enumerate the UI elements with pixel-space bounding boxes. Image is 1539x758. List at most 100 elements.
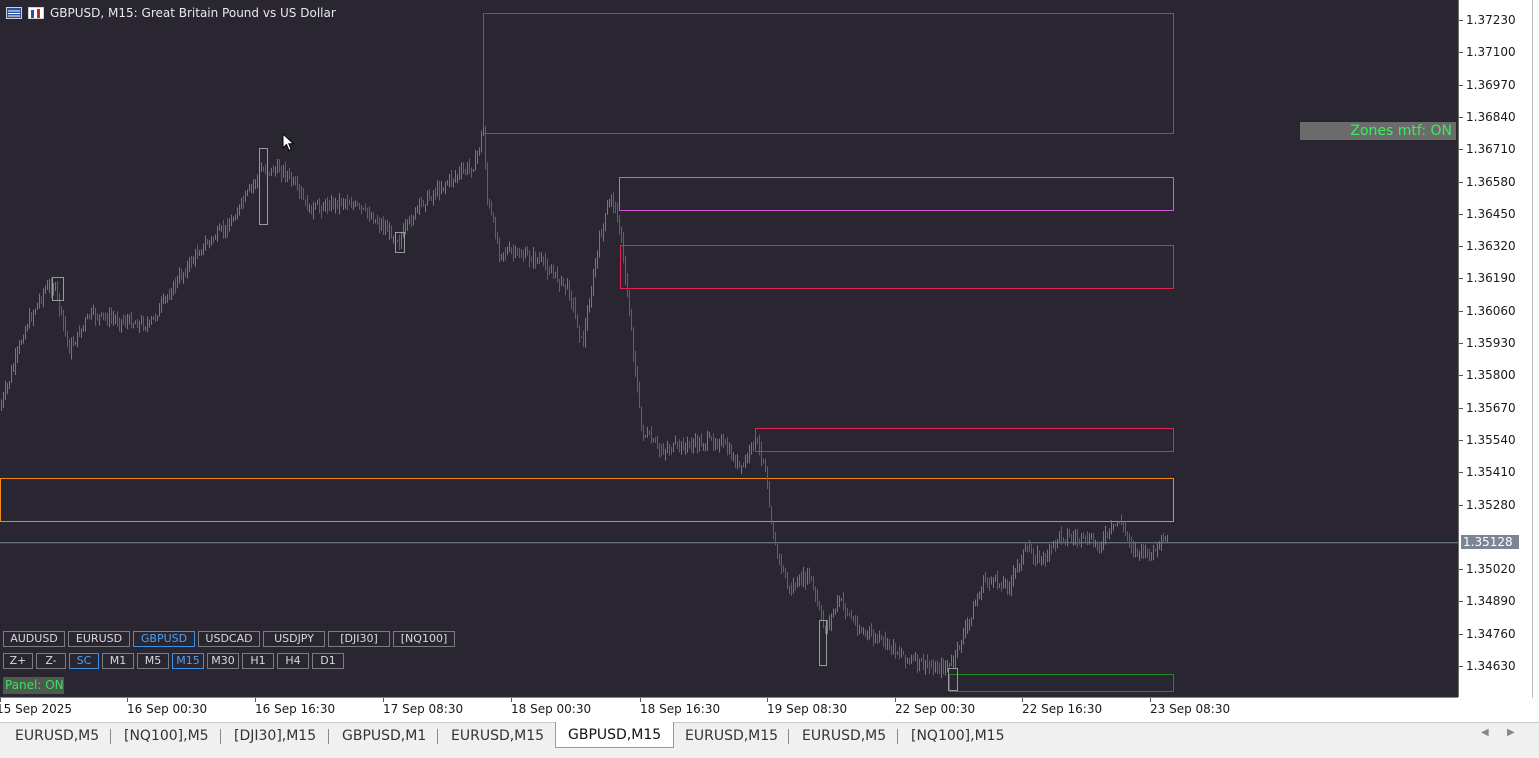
- price-tick-mark: [1459, 310, 1463, 312]
- mouse-pointer-icon: [282, 133, 295, 152]
- symbol-button-eurusd[interactable]: EURUSD: [68, 631, 130, 647]
- chart-tab[interactable]: EURUSD,M15: [685, 728, 779, 744]
- price-tick-label: 1.35020: [1466, 562, 1516, 577]
- price-tick-label: 1.35410: [1466, 465, 1516, 480]
- price-tick-mark: [1459, 52, 1463, 54]
- price-tick-mark: [1459, 666, 1463, 667]
- timeframe-button-m5[interactable]: M5: [137, 653, 169, 669]
- price-tick-label: 1.35930: [1466, 336, 1516, 350]
- price-axis[interactable]: 1.35128 1.37230 1.37100 1.36970 1.36840 1.36…: [1458, 0, 1533, 697]
- candle-marker-box: [259, 148, 268, 225]
- time-tick-mark: [127, 698, 128, 702]
- timeframe-button-sc[interactable]: SC: [69, 653, 99, 669]
- price-tick-mark: [1459, 504, 1463, 506]
- price-tick-mark: [1459, 84, 1463, 86]
- time-tick-mark: [1150, 698, 1151, 702]
- chart-menu-icon[interactable]: [6, 7, 22, 19]
- time-tick-mark: [255, 698, 256, 702]
- supply-zone: [483, 13, 1174, 134]
- chart-tab[interactable]: GBPUSD,M15: [555, 722, 675, 748]
- time-tick-label: 18 Sep 00:30: [511, 702, 592, 716]
- price-tick-label: 1.34890: [1466, 594, 1516, 609]
- chart-tab[interactable]: [NQ100],M5: [124, 728, 209, 744]
- symbol-button-nq100[interactable]: [NQ100]: [393, 631, 455, 647]
- price-tick-label: 1.35800: [1466, 368, 1516, 383]
- supply-zone: [620, 245, 1174, 289]
- price-tick-mark: [1459, 149, 1463, 151]
- time-tick-mark: [1022, 698, 1023, 702]
- chart-tab[interactable]: [DJI30],M15: [234, 728, 317, 744]
- price-tick-mark: [1459, 375, 1463, 377]
- chart-tab[interactable]: EURUSD,M15: [451, 728, 545, 744]
- time-tick-label: 19 Sep 08:30: [767, 702, 848, 716]
- price-tick-mark: [1459, 181, 1463, 183]
- timeframe-button-m15[interactable]: M15: [172, 653, 204, 669]
- candle-marker-box: [52, 277, 64, 301]
- timeframe-buttons: Z+ Z- SC M1 M5 M15 M30 H1 H4 D1: [3, 653, 344, 669]
- chart-area[interactable]: GBPUSD, M15: Great Britain Pound vs US D…: [0, 0, 1458, 698]
- right-edge: [1532, 0, 1539, 720]
- timeframe-button-m1[interactable]: M1: [102, 653, 134, 669]
- price-tick-label: 1.36970: [1466, 77, 1516, 92]
- price-tick-mark: [1459, 601, 1463, 603]
- mtf-supply-zone: [619, 177, 1174, 211]
- timeframe-button-zminus[interactable]: Z-: [36, 653, 66, 669]
- price-tick-mark: [1459, 439, 1463, 441]
- time-tick-mark: [0, 698, 1, 702]
- supply-zone: [755, 428, 1174, 452]
- chart-tab[interactable]: [NQ100],M15: [911, 728, 1005, 744]
- symbol-button-usdjpy[interactable]: USDJPY: [263, 631, 325, 647]
- chart-tab[interactable]: GBPUSD,M1: [342, 728, 427, 744]
- price-tick-mark: [1459, 343, 1463, 344]
- current-price-label: 1.35128: [1461, 535, 1519, 550]
- price-tick-label: 1.36580: [1466, 174, 1516, 189]
- symbol-button-audusd[interactable]: AUDUSD: [3, 631, 65, 647]
- panel-toggle[interactable]: Panel: ON: [3, 677, 64, 694]
- range-zone: [0, 478, 1174, 522]
- price-chart[interactable]: [0, 0, 1458, 697]
- price-tick-label: 1.36840: [1466, 109, 1516, 124]
- price-tick-mark: [1459, 213, 1463, 215]
- timeframe-button-zplus[interactable]: Z+: [3, 653, 33, 669]
- time-tick-label: 15 Sep 2025: [0, 702, 73, 716]
- chart-properties-icon[interactable]: [28, 7, 44, 19]
- timeframe-button-m30[interactable]: M30: [207, 653, 239, 669]
- tab-separator: [897, 729, 898, 744]
- chart-tab[interactable]: EURUSD,M5: [15, 728, 100, 744]
- price-tick-mark: [1459, 116, 1463, 118]
- candle-marker-box: [395, 232, 405, 253]
- time-tick-label: 16 Sep 16:30: [255, 702, 336, 716]
- symbol-button-usdcad[interactable]: USDCAD: [198, 631, 260, 647]
- chart-tab[interactable]: EURUSD,M5: [802, 728, 887, 744]
- time-tick-mark: [640, 698, 641, 702]
- time-tick-label: 22 Sep 16:30: [1022, 702, 1103, 716]
- price-tick-label: 1.37100: [1466, 45, 1516, 60]
- chart-tabs-bar: ◀ ▶ EURUSD,M5 [NQ100],M5 [DJI30],M15 GBPUSD…: [0, 722, 1539, 758]
- zones-mtf-toggle[interactable]: Zones mtf: ON: [1300, 122, 1456, 140]
- time-tick-mark: [895, 698, 896, 702]
- time-tick-mark: [511, 698, 512, 702]
- timeframe-button-h4[interactable]: H4: [277, 653, 309, 669]
- chart-title-bar: GBPUSD, M15: Great Britain Pound vs US D…: [6, 6, 336, 20]
- time-tick-mark: [767, 698, 768, 702]
- timeframe-button-d1[interactable]: D1: [312, 653, 344, 669]
- price-tick-label: 1.34630: [1466, 659, 1516, 673]
- price-tick-mark: [1459, 20, 1463, 21]
- symbol-button-gbpusd[interactable]: GBPUSD: [133, 631, 195, 647]
- price-tick-label: 1.36190: [1466, 271, 1516, 286]
- timeframe-button-h1[interactable]: H1: [242, 653, 274, 669]
- time-tick-label: 16 Sep 00:30: [127, 702, 208, 716]
- scroll-left-icon[interactable]: ◀: [1481, 727, 1489, 738]
- time-tick-label: 17 Sep 08:30: [383, 702, 464, 716]
- scroll-right-icon[interactable]: ▶: [1507, 727, 1515, 738]
- time-axis[interactable]: 15 Sep 2025 16 Sep 00:30 16 Sep 16:30 17 Se…: [0, 698, 1539, 720]
- price-tick-label: 1.37230: [1466, 13, 1516, 27]
- time-tick-label: 23 Sep 08:30: [1150, 702, 1231, 716]
- price-tick-mark: [1459, 246, 1463, 248]
- price-tick-label: 1.36710: [1466, 142, 1516, 157]
- price-tick-label: 1.35670: [1466, 400, 1516, 415]
- symbol-button-dji30[interactable]: [DJI30]: [328, 631, 390, 647]
- time-tick-label: 18 Sep 16:30: [640, 702, 721, 716]
- candle-marker-box: [819, 620, 827, 666]
- time-tick-label: 22 Sep 00:30: [895, 702, 976, 716]
